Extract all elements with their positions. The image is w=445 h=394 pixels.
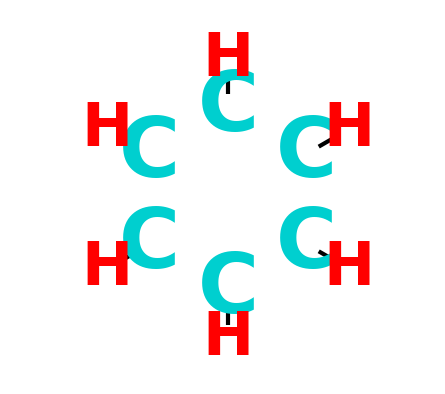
Text: H: H [324, 100, 375, 159]
Text: H: H [202, 309, 254, 368]
Text: H: H [324, 239, 375, 298]
Text: H: H [81, 100, 133, 159]
Text: C: C [119, 113, 180, 194]
Text: C: C [276, 204, 337, 285]
Text: C: C [119, 204, 180, 285]
Text: C: C [198, 67, 259, 149]
Text: H: H [202, 30, 254, 89]
Text: H: H [81, 239, 133, 298]
Text: C: C [198, 249, 259, 331]
Text: C: C [276, 113, 337, 194]
